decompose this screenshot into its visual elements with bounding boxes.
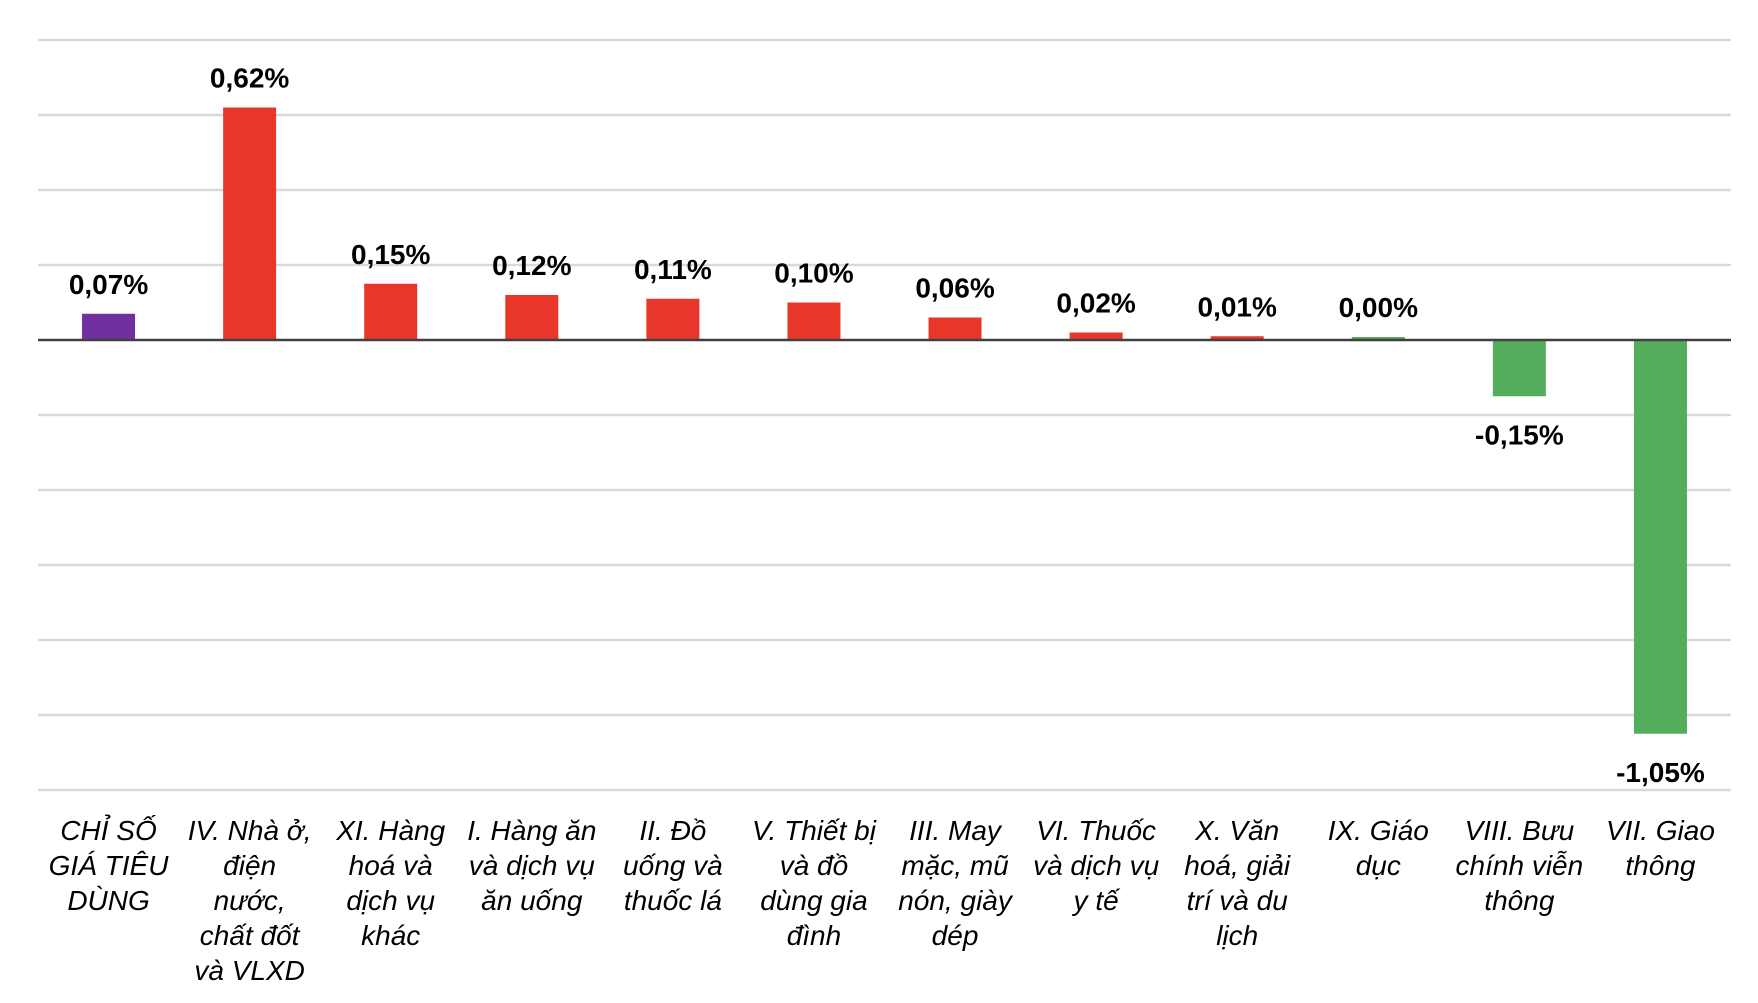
data-label: 0,02% xyxy=(1056,288,1135,319)
data-label: -1,05% xyxy=(1616,757,1705,788)
category-label: IX. Giáo dục xyxy=(1328,815,1429,881)
bar xyxy=(82,313,136,340)
category-label: VI. Thuốc và dịch vụ y tế xyxy=(1033,815,1159,916)
category-label: CHỈ SỐ GIÁ TIÊU DÙNG xyxy=(49,814,170,916)
data-label: 0,01% xyxy=(1198,291,1277,322)
category-label: VIII. Bưu chính viễn thông xyxy=(1456,815,1584,916)
bar xyxy=(364,283,418,340)
value-labels: 0,07% 0,62% 0,15% 0,12% 0,11% 0,10% 0,06% 0,02%… xyxy=(69,63,1705,788)
data-label: 0,06% xyxy=(915,273,994,304)
bar xyxy=(223,107,277,340)
bar xyxy=(787,302,841,340)
category-label: X. Văn hoá, giải trí và du lịch xyxy=(1184,815,1291,951)
data-label: 0,15% xyxy=(351,239,430,270)
data-label: 0,62% xyxy=(210,63,289,94)
bar xyxy=(928,317,982,340)
data-label: 0,00% xyxy=(1339,292,1418,323)
category-label: III. May mặc, mũ nón, giày dép xyxy=(898,815,1014,951)
category-label: I. Hàng ăn và dịch vụ ăn uống xyxy=(467,815,596,916)
bars xyxy=(82,107,1687,734)
category-label: VII. Giao thông xyxy=(1606,815,1715,881)
bar xyxy=(1633,340,1687,734)
data-label: 0,07% xyxy=(69,269,148,300)
category-label: II. Đồ uống và thuốc lá xyxy=(623,815,723,916)
category-label: XI. Hàng hoá và dịch vụ khác xyxy=(335,815,445,951)
category-label: IV. Nhà ở, điện nước, chất đốt và VLXD xyxy=(188,815,312,986)
data-label: -0,15% xyxy=(1475,419,1564,450)
data-label: 0,11% xyxy=(634,254,712,285)
data-label: 0,12% xyxy=(492,250,571,281)
bar xyxy=(1351,337,1405,340)
data-label: 0,10% xyxy=(774,258,853,289)
category-label: V. Thiết bị và đồ dùng gia đình xyxy=(752,815,877,951)
bar xyxy=(1210,336,1264,340)
gridlines xyxy=(38,38,1731,792)
bar xyxy=(505,295,559,340)
bar xyxy=(1069,332,1123,340)
bar xyxy=(1492,340,1546,397)
bar xyxy=(646,298,700,340)
